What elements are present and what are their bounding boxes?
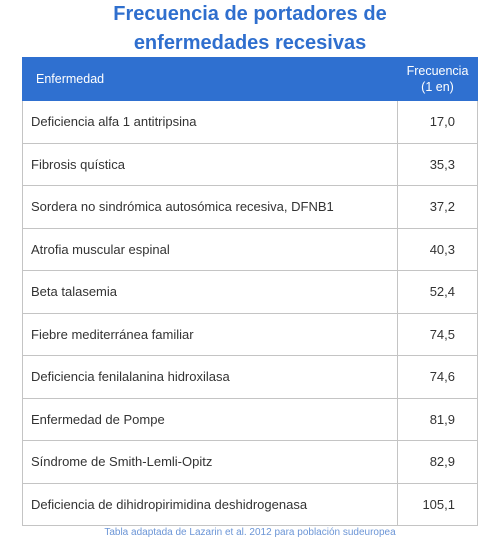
header-disease: Enfermedad — [22, 57, 398, 101]
frequency-value-cell: 40,3 — [397, 227, 478, 271]
table-row: Atrofia muscular espinal 40,3 — [22, 227, 478, 271]
table-row: Deficiencia fenilalanina hidroxilasa 74,6 — [22, 355, 478, 399]
footnote: Tabla adaptada de Lazarin et al. 2012 pa… — [104, 527, 396, 538]
table-row: Enfermedad de Pompe 81,9 — [22, 397, 478, 441]
disease-name-cell: Beta talasemia — [22, 270, 398, 314]
table-row: Fibrosis quística 35,3 — [22, 142, 478, 186]
frequency-value-cell: 52,4 — [397, 270, 478, 314]
disease-name-cell: Fibrosis quística — [22, 142, 398, 186]
frequency-value-cell: 17,0 — [397, 100, 478, 144]
table-row: Sordera no sindrómica autosómica recesiv… — [22, 185, 478, 229]
carrier-frequency-table: Enfermedad Frecuencia (1 en) Deficiencia… — [22, 57, 478, 526]
header-frequency-line-1: Frecuencia — [406, 64, 469, 78]
frequency-value-cell: 37,2 — [397, 185, 478, 229]
disease-name-cell: Enfermedad de Pompe — [22, 397, 398, 441]
table-body: Deficiencia alfa 1 antitripsina 17,0 Fibro… — [22, 100, 478, 526]
table-row: Deficiencia alfa 1 antitripsina 17,0 — [22, 100, 478, 144]
table-row: Síndrome de Smith-Lemli-Opitz 82,9 — [22, 440, 478, 484]
disease-name-cell: Deficiencia de dihidropirimidina deshidr… — [22, 482, 398, 526]
disease-name-cell: Fiebre mediterránea familiar — [22, 312, 398, 356]
disease-name-cell: Sordera no sindrómica autosómica recesiv… — [22, 185, 398, 229]
frequency-value-cell: 81,9 — [397, 397, 478, 441]
disease-name-cell: Deficiencia alfa 1 antitripsina — [22, 100, 398, 144]
frequency-value-cell: 35,3 — [397, 142, 478, 186]
chart-title: Frecuencia de portadores de enfermedades… — [0, 0, 500, 58]
disease-name-cell: Atrofia muscular espinal — [22, 227, 398, 271]
frequency-value-cell: 74,6 — [397, 355, 478, 399]
header-frequency: Frecuencia (1 en) — [397, 57, 478, 101]
table-row: Deficiencia de dihidropirimidina deshidr… — [22, 482, 478, 526]
frequency-value-cell: 105,1 — [397, 482, 478, 526]
title-line-2: enfermedades recesivas — [133, 32, 367, 54]
frequency-value-cell: 82,9 — [397, 440, 478, 484]
disease-name-cell: Deficiencia fenilalanina hidroxilasa — [22, 355, 398, 399]
table-row: Beta talasemia 52,4 — [22, 270, 478, 314]
title-line-1: Frecuencia de portadores de — [113, 3, 387, 25]
disease-name-cell: Síndrome de Smith-Lemli-Opitz — [22, 440, 398, 484]
header-frequency-line-2: (1 en) — [421, 80, 454, 94]
table-row: Fiebre mediterránea familiar 74,5 — [22, 312, 478, 356]
frequency-value-cell: 74,5 — [397, 312, 478, 356]
table-header-row: Enfermedad Frecuencia (1 en) — [22, 57, 478, 101]
